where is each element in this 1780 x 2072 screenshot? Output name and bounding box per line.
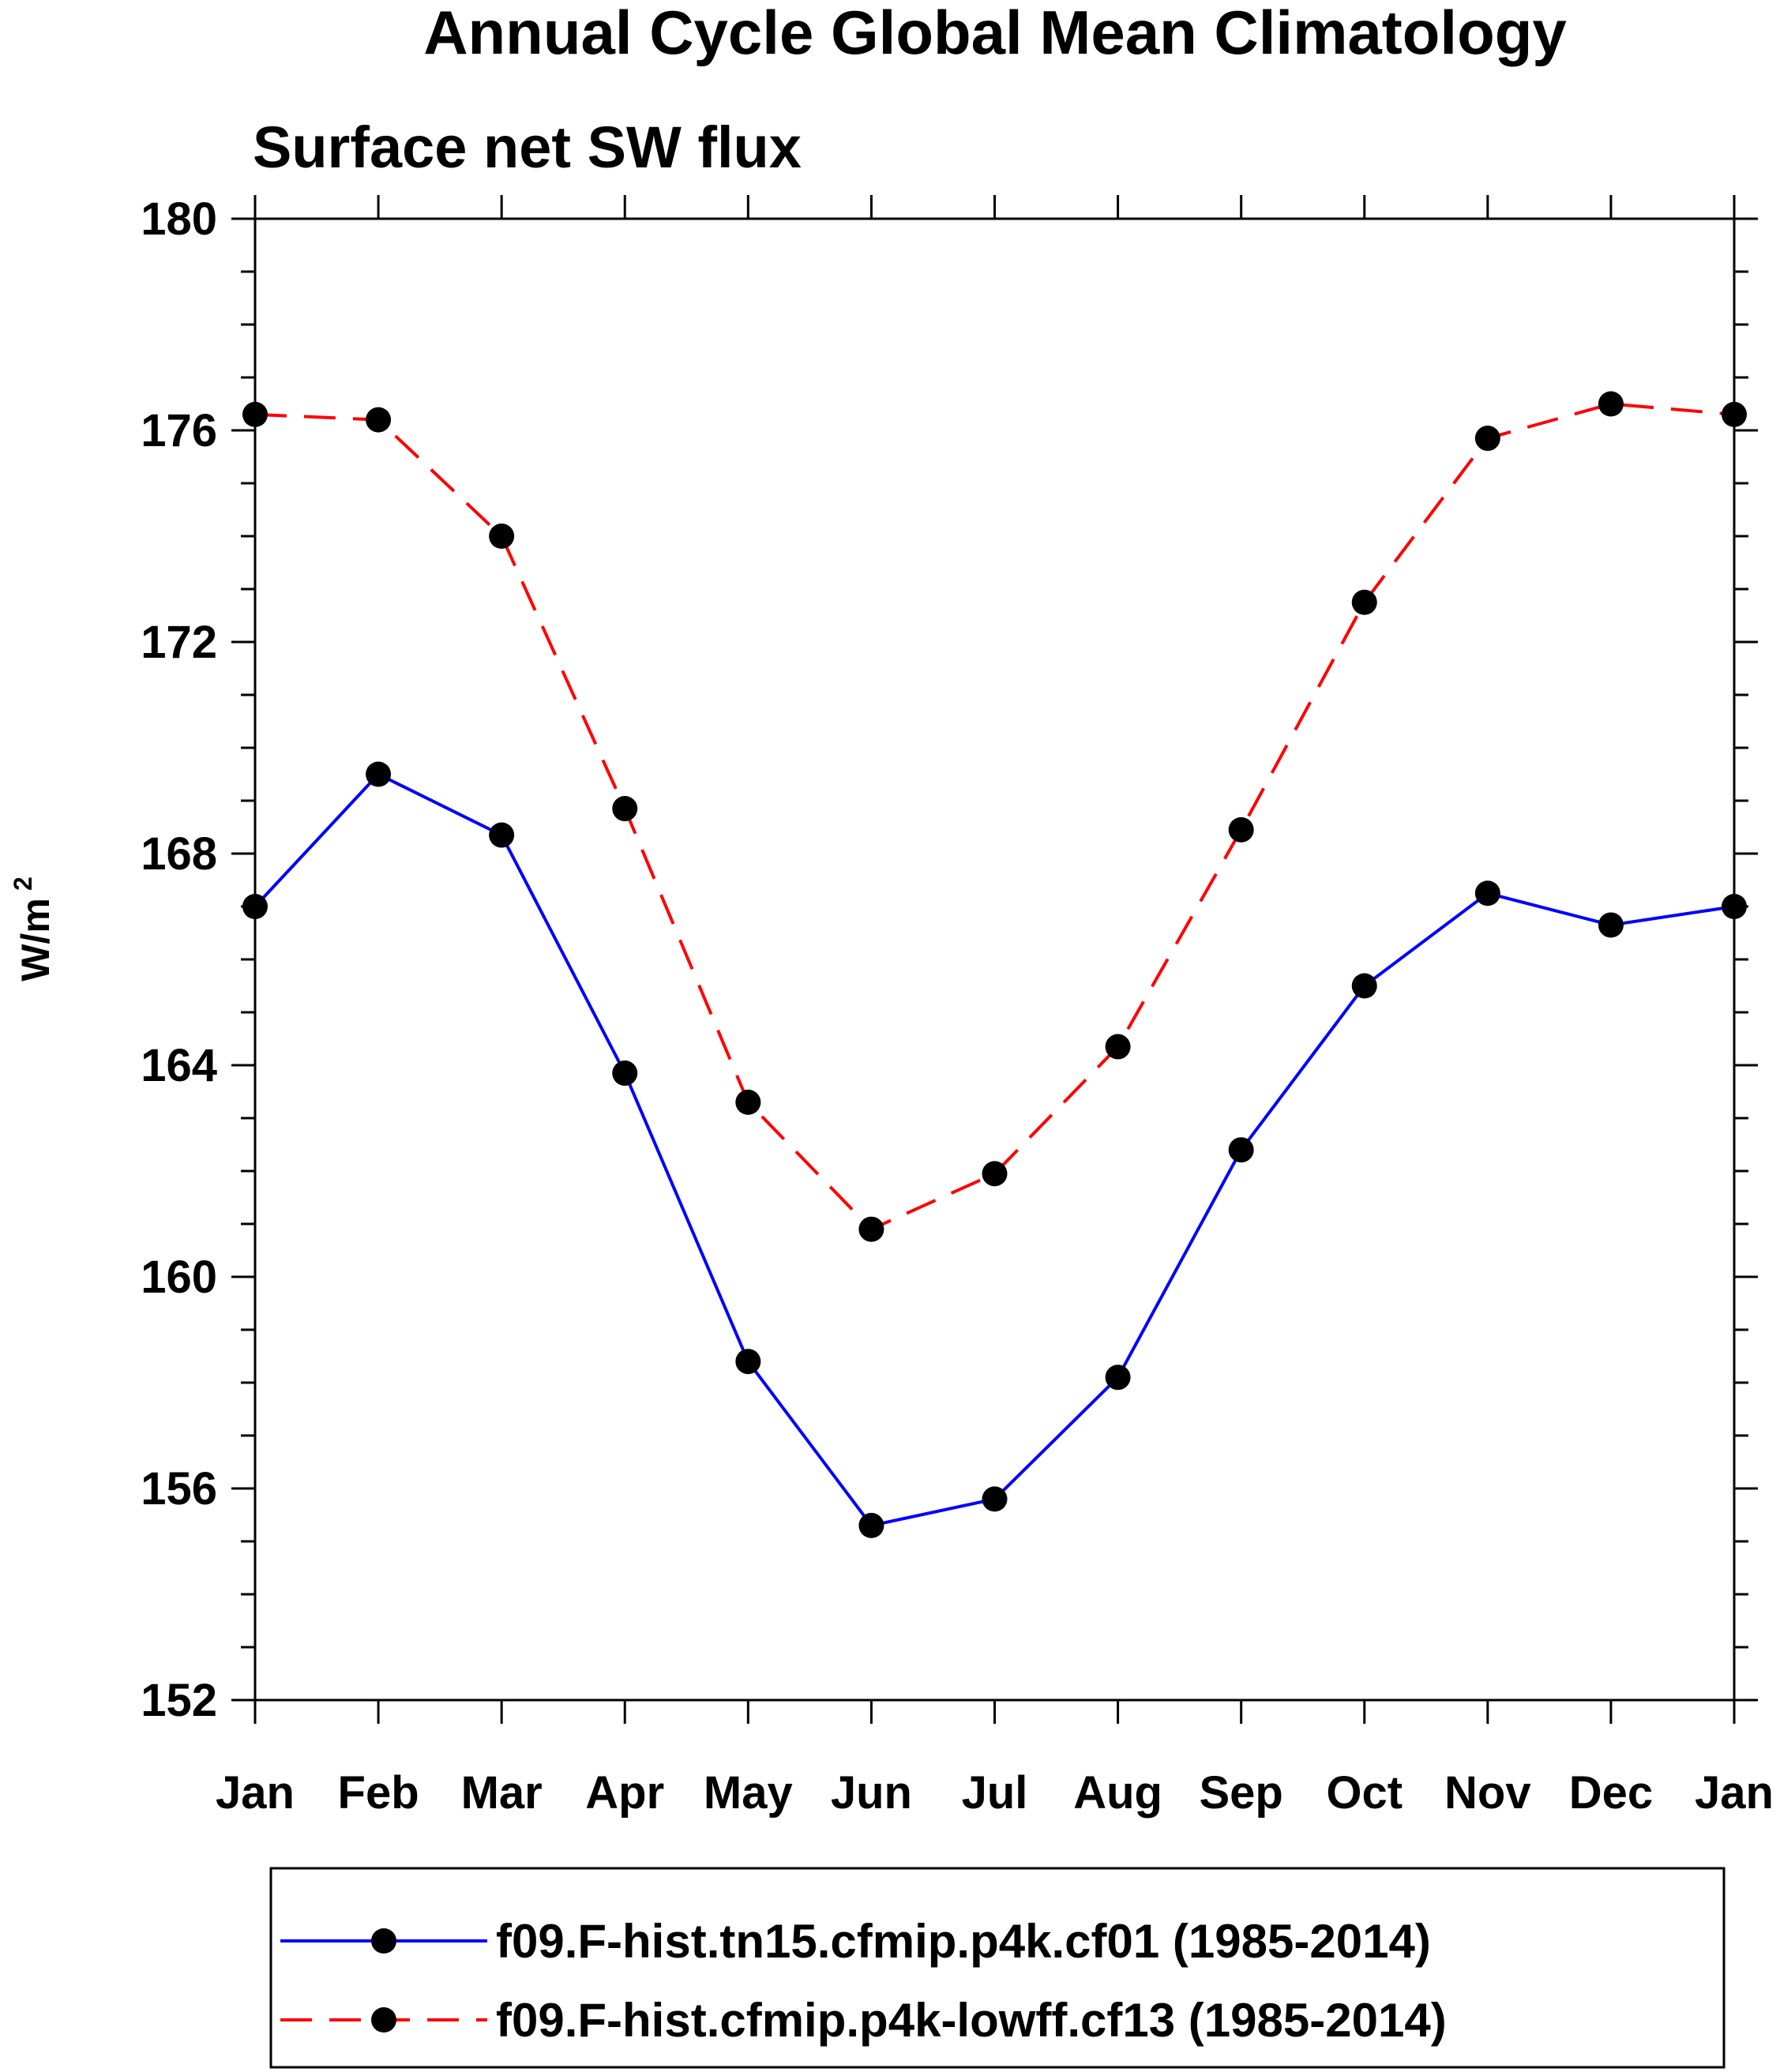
series-2-point	[858, 1216, 884, 1242]
x-tick-label: Feb	[338, 1767, 419, 1819]
series-2-point	[1105, 1034, 1131, 1060]
x-tick-label: Jun	[831, 1767, 912, 1819]
series-lines	[253, 402, 1735, 1528]
y-axis-label-group: W/m 2	[9, 876, 58, 982]
series-1-point	[366, 761, 392, 787]
legend-label-2: f09.F-hist.cfmip.p4k-lowff.cf13 (1985-20…	[496, 1994, 1447, 2047]
axis-ticks	[231, 195, 1758, 1724]
y-tick-label: 152	[141, 1675, 217, 1726]
series-1-point	[1351, 973, 1377, 999]
series-1-point	[735, 1349, 761, 1375]
series-markers	[242, 391, 1747, 1538]
series-1-point	[1598, 912, 1624, 938]
series-2-point	[612, 796, 638, 822]
plot-frame	[253, 217, 1736, 1702]
x-tick-label: Aug	[1073, 1767, 1162, 1819]
x-tick-labels: Jan Feb Mar Apr May Jun Jul Aug Sep Oct Nov Dec Jan	[216, 1767, 1774, 1819]
series-2-point	[982, 1161, 1008, 1187]
series-1-point	[1474, 880, 1500, 906]
series-1-point	[612, 1060, 638, 1087]
legend-marker-2	[371, 2007, 396, 2033]
y-axis-label-superscript: 2	[9, 876, 37, 891]
legend: f09.F-hist.tn15.cfmip.p4k.cf01 (1985-201…	[269, 1867, 1726, 2069]
series-2-point	[1598, 391, 1624, 417]
legend-entries: f09.F-hist.tn15.cfmip.p4k.cf01 (1985-201…	[280, 1915, 1447, 2047]
y-tick-label: 160	[141, 1252, 217, 1303]
legend-label-1: f09.F-hist.tn15.cfmip.p4k.cf01 (1985-201…	[496, 1915, 1431, 1968]
series-line-2	[254, 402, 1735, 1232]
y-axis-label: W/m	[13, 898, 58, 982]
legend-box	[269, 1867, 1726, 2069]
series-line-1	[253, 772, 1735, 1528]
x-tick-label: Dec	[1569, 1767, 1653, 1819]
chart-title: Annual Cycle Global Mean Climatology	[423, 0, 1567, 67]
series-2-point	[489, 524, 515, 549]
x-tick-label: Oct	[1326, 1767, 1403, 1819]
y-tick-label: 168	[141, 828, 217, 880]
x-tick-label: May	[704, 1767, 793, 1819]
series-2-point	[1351, 589, 1377, 615]
x-tick-label: Apr	[585, 1767, 664, 1819]
series-2-point	[1228, 816, 1254, 843]
x-tick-label: Nov	[1444, 1767, 1531, 1819]
y-tick-label: 180	[141, 193, 217, 245]
x-tick-label: Jan	[216, 1767, 295, 1819]
series-2-point	[366, 407, 392, 433]
x-tick-label: Mar	[461, 1767, 543, 1819]
x-tick-label: Jul	[962, 1767, 1028, 1819]
series-2-point	[1474, 426, 1500, 452]
chart-subtitle: Surface net SW flux	[253, 114, 802, 180]
series-1-point	[982, 1486, 1008, 1512]
series-1-point	[858, 1512, 884, 1538]
y-tick-label: 164	[141, 1040, 217, 1091]
series-1-point	[489, 822, 515, 848]
legend-marker-1	[371, 1928, 396, 1954]
series-1-point	[1105, 1364, 1131, 1391]
x-tick-label: Jan	[1695, 1767, 1774, 1819]
y-tick-label: 176	[141, 405, 217, 456]
y-tick-labels: 152 156 160 164 168 172 176 180	[141, 193, 217, 1726]
y-tick-label: 172	[141, 617, 217, 668]
series-1-point	[1228, 1137, 1254, 1163]
x-tick-label: Sep	[1199, 1767, 1282, 1819]
series-2-point	[735, 1089, 761, 1115]
y-tick-label: 156	[141, 1463, 217, 1515]
